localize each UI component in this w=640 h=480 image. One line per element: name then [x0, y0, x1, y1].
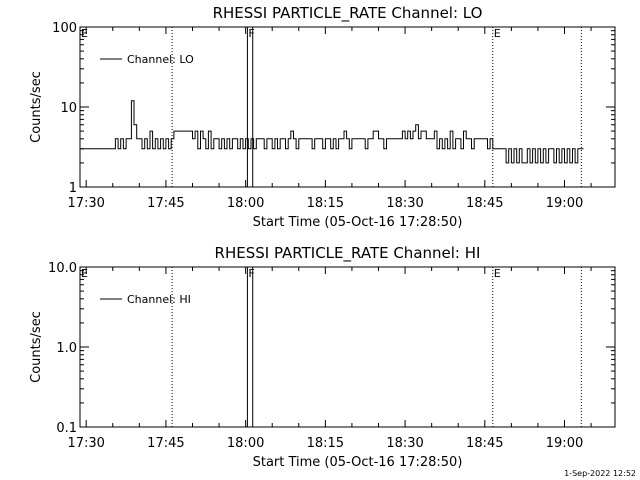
- y-axis-label: Counts/sec: [29, 311, 44, 383]
- y-axis-label: Counts/sec: [29, 71, 44, 143]
- flag-label: E: [81, 267, 88, 280]
- flag-label: E: [494, 267, 501, 280]
- x-tick-label: 18:30: [386, 196, 423, 211]
- plot-frame: [79, 26, 616, 188]
- x-tick-label: 17:30: [67, 196, 104, 211]
- y-tick-label: 10.0: [48, 261, 77, 276]
- x-tick-label: 17:45: [147, 436, 184, 451]
- x-tick-label: 19:00: [546, 196, 583, 211]
- y-tick-label: 10: [60, 101, 77, 116]
- flag-label: F: [248, 27, 254, 40]
- plot-frame: [79, 266, 616, 428]
- x-tick-label: 18:15: [307, 436, 344, 451]
- chart-title: RHESSI PARTICLE_RATE Channel: HI: [215, 244, 481, 263]
- x-tick-label: 18:00: [227, 196, 264, 211]
- chart-title: RHESSI PARTICLE_RATE Channel: LO: [213, 4, 483, 23]
- y-tick-label: 100: [52, 21, 77, 36]
- flag-label: E: [81, 27, 88, 40]
- y-tick-label: 1.0: [56, 341, 77, 356]
- x-tick-label: 18:45: [466, 436, 503, 451]
- series-line: [80, 100, 584, 164]
- panel-channel-lo: RHESSI PARTICLE_RATE Channel: LO 17:30 17:…: [29, 4, 616, 230]
- flag-label: F: [248, 267, 254, 280]
- x-tick-label: 18:15: [307, 196, 344, 211]
- legend-label: Channel: HI: [127, 293, 191, 306]
- legend-label: Channel: LO: [127, 53, 194, 66]
- x-tick-label: 18:00: [227, 436, 264, 451]
- x-tick-label: 18:30: [386, 436, 423, 451]
- timestamp-label: 1-Sep-2022 12:52: [564, 469, 636, 478]
- x-tick-label: 17:30: [67, 436, 104, 451]
- x-axis-label: Start Time (05-Oct-16 17:28:50): [253, 455, 463, 470]
- panel-channel-hi: RHESSI PARTICLE_RATE Channel: HI 17:30 17:…: [29, 244, 616, 470]
- x-tick-label: 17:45: [147, 196, 184, 211]
- y-tick-label: 0.1: [56, 421, 77, 436]
- y-tick-label: 1: [69, 181, 77, 196]
- x-axis-label: Start Time (05-Oct-16 17:28:50): [253, 215, 463, 230]
- x-tick-label: 18:45: [466, 196, 503, 211]
- flag-label: E: [494, 27, 501, 40]
- x-tick-label: 19:00: [546, 436, 583, 451]
